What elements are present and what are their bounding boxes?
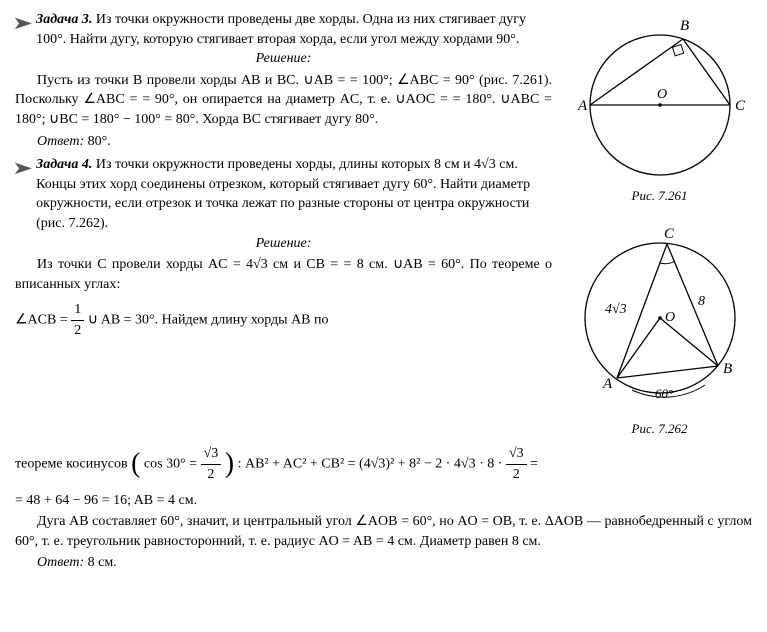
bullet-icon: ➤ (12, 11, 33, 36)
problem3-answer: Ответ: 80°. (15, 132, 552, 152)
svg-text:8: 8 (698, 294, 705, 309)
svg-text:O: O (665, 310, 675, 325)
problem4-block: ➤ Задача 4. Из точки окружности проведен… (15, 155, 552, 233)
problem3-title: Задача 3. (36, 12, 92, 27)
problem4-line5: Дуга AB составляет 60°, значит, и центра… (15, 512, 752, 551)
problem3-solution-text: Пусть из точки B провели хорды AB и BC. … (15, 71, 552, 130)
problem4-line1: Из точки C провели хорды AC = 4√3 см и C… (15, 255, 552, 294)
answer-label: Ответ: (37, 134, 84, 149)
svg-text:A: A (602, 376, 613, 392)
figure-7-262: C A B O 4√3 8 60° (570, 213, 750, 418)
text-column: ➤ Задача 3. Из точки окружности проведен… (15, 10, 552, 438)
figure-7-261: A B C O (570, 10, 750, 185)
fraction-sqrt3-2: √3 2 (201, 444, 222, 484)
svg-text:B: B (723, 361, 732, 377)
fraction-half: 1 2 (71, 300, 84, 340)
svg-text:C: C (664, 226, 675, 242)
page-content: ➤ Задача 3. Из точки окружности проведен… (15, 10, 752, 438)
problem3-statement: Из точки окружности проведены две хорды.… (36, 12, 526, 47)
problem4-solution-label: Решение: (15, 234, 552, 254)
answer-label: Ответ: (37, 555, 84, 570)
svg-text:C: C (735, 98, 746, 114)
problem4-answer: Ответ: 8 см. (15, 553, 752, 573)
bullet-icon: ➤ (12, 156, 33, 181)
eq-text: ∠ACB = (15, 313, 71, 328)
eq-text: = (530, 457, 538, 472)
svg-text:O: O (657, 87, 667, 102)
paren-left-icon: ( (131, 448, 140, 479)
eq-text: ∪ AB = 30°. Найдем длину хорды AB по (88, 313, 329, 328)
problem3-block: ➤ Задача 3. Из точки окружности проведен… (15, 10, 552, 49)
figure-column: A B C O Рис. 7.261 C A B O 4√3 8 60° (567, 10, 752, 438)
svg-text:60°: 60° (655, 386, 673, 401)
eq-text: теореме косинусов (15, 457, 131, 472)
eq-text: cos 30° = (144, 457, 201, 472)
problem4-line4: = 48 + 64 − 96 = 16; AB = 4 см. (15, 491, 752, 511)
svg-text:4√3: 4√3 (605, 302, 627, 317)
fraction-sqrt3-2-b: √3 2 (506, 444, 527, 484)
svg-text:B: B (680, 18, 689, 34)
problem4-title: Задача 4. (36, 157, 92, 172)
fig2-caption: Рис. 7.262 (632, 420, 688, 438)
problem4-line3: теореме косинусов ( cos 30° = √3 2 ) : A… (15, 444, 752, 484)
answer-value: 8 см. (88, 555, 117, 570)
problem3-solution-label: Решение: (15, 49, 552, 69)
problem4-statement: Из точки окружности проведены хорды, дли… (36, 157, 530, 231)
svg-text:A: A (577, 98, 588, 114)
eq-text: : AB² + AC² + CB² = (4√3)² + 8² − 2 · 4√… (238, 457, 506, 472)
paren-right-icon: ) (225, 448, 234, 479)
fig1-caption: Рис. 7.261 (632, 187, 688, 205)
problem4-line2: ∠ACB = 1 2 ∪ AB = 30°. Найдем длину хорд… (15, 300, 552, 340)
answer-value: 80°. (88, 134, 111, 149)
